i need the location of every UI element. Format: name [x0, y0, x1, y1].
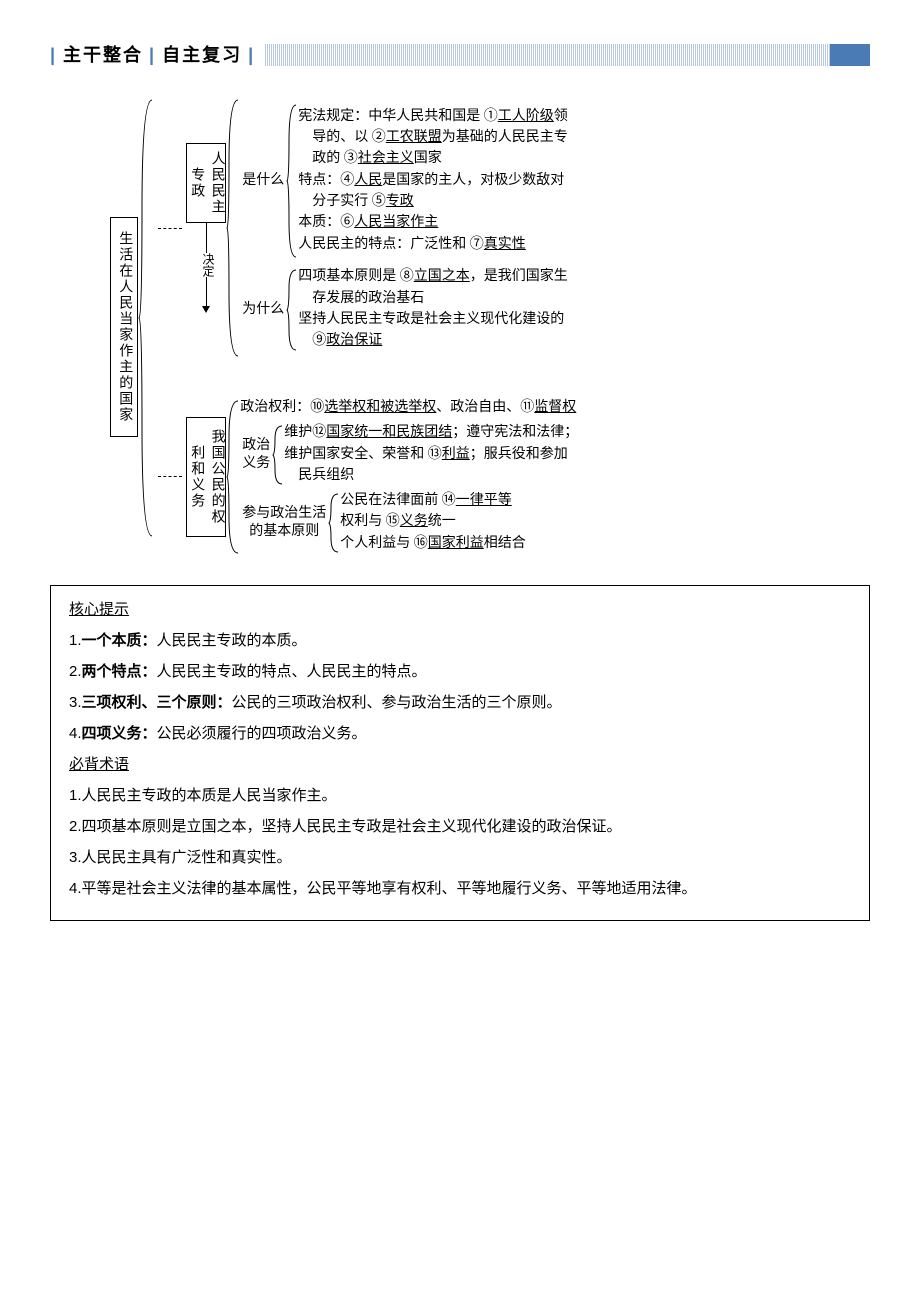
tip-line: 4.四项义务：公民必须履行的四项政治义务。: [69, 720, 851, 747]
label-zhengzhi-yiwu: 政治: [242, 437, 270, 455]
brace-icon: [328, 492, 340, 554]
brace-icon: [286, 103, 298, 259]
connector-dash: [158, 228, 182, 229]
banner-title: | 主干整合 | 自主复习 |: [50, 39, 255, 71]
brace-icon: [272, 424, 284, 486]
sep-mid: |: [149, 39, 156, 71]
connector-dash: [158, 476, 182, 477]
sep-left: |: [50, 39, 57, 71]
banner-stripe-pattern: [265, 44, 870, 66]
sep-right: |: [248, 39, 255, 71]
brace-icon: [138, 98, 154, 538]
brace-icon: [226, 98, 240, 358]
summary-textbox: 核心提示 1.一个本质：人民民主专政的本质。 2.两个特点：人民民主专政的特点、…: [50, 585, 870, 921]
branch-top: 人民民主专政 决定 是什么: [154, 98, 578, 358]
label-shishenme: 是什么: [240, 171, 286, 191]
label-canyu-1: 参与政治生活: [242, 505, 326, 523]
term-line: 1.人民民主专政的本质是人民当家作主。: [69, 782, 851, 809]
heading-terms: 必背术语: [69, 751, 851, 778]
node-2: 我国公民的权利和义务: [186, 417, 226, 537]
section-banner: | 主干整合 | 自主复习 |: [50, 40, 870, 70]
banner-part2: 自主复习: [162, 39, 242, 71]
node-1: 人民民主专政: [186, 143, 226, 223]
term-line: 4.平等是社会主义法律的基本属性，公民平等地享有权利、平等地履行义务、平等地适用…: [69, 875, 851, 902]
arrow-down-icon: [202, 306, 210, 313]
concept-diagram: 生活在人民当家作主的国家 人民民主专政 决定: [110, 98, 870, 555]
banner-part1: 主干整合: [63, 39, 143, 71]
tip-line: 3.三项权利、三个原则：公民的三项政治权利、参与政治生活的三个原则。: [69, 689, 851, 716]
tip-line: 1.一个本质：人民民主专政的本质。: [69, 627, 851, 654]
label-weishenme: 为什么: [240, 300, 286, 320]
term-line: 3.人民民主具有广泛性和真实性。: [69, 844, 851, 871]
tip-line: 2.两个特点：人民民主专政的特点、人民民主的特点。: [69, 658, 851, 685]
label-canyu-2: 的基本原则: [249, 523, 319, 541]
brace-icon: [226, 399, 240, 555]
heading-core-tips: 核心提示: [69, 596, 851, 623]
term-line: 2.四项基本原则是立国之本，坚持人民民主专政是社会主义现代化建设的政治保证。: [69, 813, 851, 840]
root-node: 生活在人民当家作主的国家: [110, 217, 138, 437]
branch-bottom: 我国公民的权利和义务 政治权利：⑩选举权和被选举权、政治自由、⑪监督权 政治 义…: [154, 398, 578, 555]
jueding-label: 决定: [199, 253, 216, 277]
brace-icon: [286, 268, 298, 352]
